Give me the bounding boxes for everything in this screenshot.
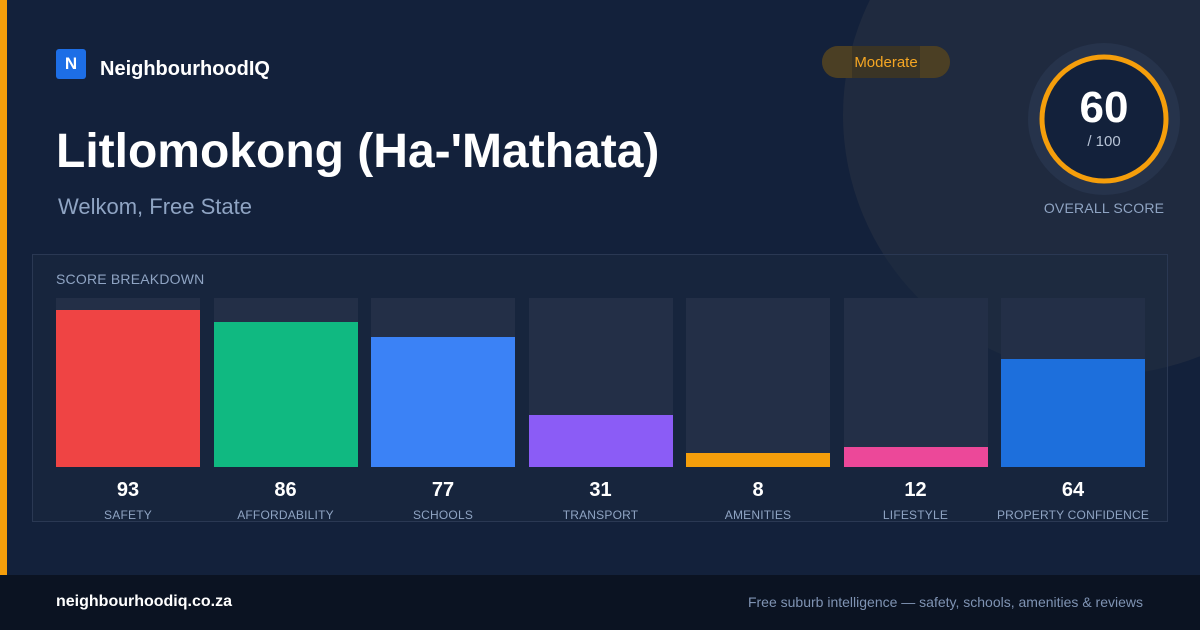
bar-column: 31 TRANSPORT [528, 298, 673, 524]
bar [371, 337, 515, 467]
accent-stripe [0, 0, 7, 575]
overall-score-max: / 100 [1087, 133, 1121, 150]
bar-track [371, 298, 515, 467]
bar-track [56, 298, 200, 467]
bar [1001, 359, 1145, 467]
suburb-location: Welkom, Free State [58, 194, 252, 219]
bar-track [528, 298, 673, 467]
overall-score-label: OVERALL SCORE [1043, 200, 1165, 216]
bar-value-label: 93 [116, 479, 140, 501]
bar-category-label: TRANSPORT [562, 508, 639, 522]
bar-category-label: PROPERTY CONFIDENCE [996, 508, 1150, 522]
suburb-title: Litlomokong (Ha-'Mathata) [56, 125, 660, 178]
score-ring-graphic [1028, 43, 1180, 195]
brand-logo-icon: N [56, 48, 86, 79]
score-ring-stroke [1039, 54, 1169, 184]
footer: neighbourhoodiq.co.za Free suburb intell… [0, 575, 1200, 630]
bar-category-label: SCHOOLS [412, 508, 474, 522]
bar-category-label: AMENITIES [724, 508, 792, 522]
overall-score-ring: 60 / 100 [1028, 43, 1180, 195]
brand-name: NeighbourhoodIQ [100, 58, 270, 80]
bar-value-label: 31 [589, 479, 612, 501]
bar-value-label: 12 [904, 479, 927, 501]
bar-category-label: LIFESTYLE [882, 508, 949, 522]
bar-value-label: 64 [1061, 479, 1085, 501]
bar-column: 64 PROPERTY CONFIDENCE [997, 298, 1149, 524]
bar-column: 12 LIFESTYLE [843, 298, 988, 524]
overall-score-value: 60 [1079, 83, 1129, 132]
bar-category-label: AFFORDABILITY [237, 508, 334, 522]
bar [213, 322, 358, 467]
bar-value-label: 8 [752, 479, 764, 501]
bar-track [843, 298, 988, 467]
bar-value-label: 86 [274, 479, 297, 501]
bar-category-label: SAFETY [104, 508, 152, 522]
footer-tagline: Free suburb intelligence — safety, schoo… [747, 594, 1143, 610]
bar-track [213, 298, 358, 467]
bar-track [686, 298, 830, 467]
footer-domain: neighbourhoodiq.co.za [56, 593, 232, 610]
rating-badge: Moderate [822, 46, 950, 78]
bar [843, 447, 988, 467]
bar-value-label: 77 [431, 479, 455, 501]
bar-column: 86 AFFORDABILITY [213, 298, 358, 524]
bar [686, 453, 830, 467]
bar-column: 8 AMENITIES [686, 298, 830, 524]
bar-track [1001, 298, 1145, 467]
bar-column: 77 SCHOOLS [371, 298, 515, 524]
bar-column: 93 SAFETY [56, 298, 200, 524]
bar [528, 415, 673, 467]
brand: N NeighbourhoodIQ [56, 46, 270, 81]
rating-badge-label: Moderate [854, 53, 918, 71]
bar [56, 310, 200, 467]
score-breakdown-title: SCORE BREAKDOWN [56, 271, 205, 287]
